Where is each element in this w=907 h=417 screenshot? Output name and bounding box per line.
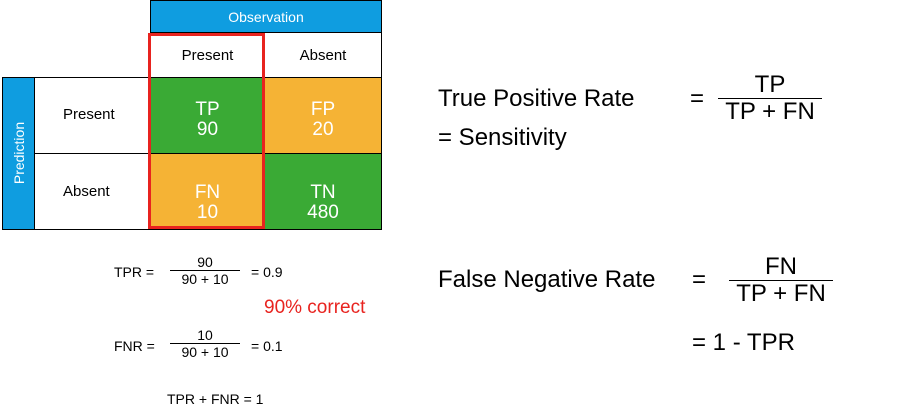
cell-fn: FN 10	[150, 153, 265, 230]
present-column-highlight	[148, 33, 265, 229]
row-header-absent-label: Absent	[63, 183, 110, 200]
tpr-calc-fraction-bar	[170, 270, 240, 271]
cell-fp: FP 20	[264, 77, 382, 154]
tpr-calc-numerator: 90	[197, 254, 213, 270]
tpr-calc-denominator: 90 + 10	[181, 271, 229, 287]
fnr-calc-fraction: 10 90 + 10	[170, 327, 240, 360]
fnr-alternative: = 1 - TPR	[692, 329, 795, 356]
tp-label: TP	[195, 98, 220, 120]
fp-value: 20	[312, 118, 334, 140]
tpr-formula-denominator: TP + FN	[725, 98, 815, 125]
fp-label: FP	[310, 98, 336, 120]
fn-label: FN	[194, 181, 221, 203]
fnr-formula-denominator: TP + FN	[736, 280, 826, 307]
fnr-calc-result: = 0.1	[251, 338, 283, 354]
fnr-calc-numerator: 10	[197, 327, 213, 343]
prediction-header: Prediction	[2, 77, 35, 230]
cell-tn: TN 480	[264, 153, 382, 230]
fnr-equals: =	[692, 266, 707, 293]
tpr-formula-numerator: TP	[754, 71, 786, 98]
tpr-equals: =	[690, 85, 705, 112]
tpr-formula: TP TP + FN	[718, 72, 822, 125]
tp-value: 90	[196, 118, 219, 140]
fnr-formula: FN TP + FN	[729, 254, 833, 307]
column-header-absent: Absent	[264, 32, 382, 78]
correct-note: 90% correct	[264, 297, 366, 318]
prediction-header-label: Prediction	[11, 121, 27, 185]
fnr-name: False Negative Rate	[438, 266, 656, 293]
fnr-calc-fraction-bar	[170, 343, 240, 344]
tpr-calc-label: TPR =	[114, 264, 155, 280]
fn-value: 10	[196, 201, 219, 223]
row-header-absent: Absent	[34, 153, 151, 230]
tpr-alias: = Sensitivity	[438, 124, 567, 151]
row-header-present-label: Present	[63, 106, 115, 123]
rate-sum: TPR + FNR = 1	[167, 391, 264, 407]
tpr-calc-result: = 0.9	[251, 264, 283, 280]
tpr-name: True Positive Rate	[438, 85, 635, 112]
tn-label: TN	[310, 181, 336, 203]
fnr-calc-denominator: 90 + 10	[181, 344, 229, 360]
fnr-formula-bar	[729, 280, 833, 281]
row-header-present: Present	[34, 77, 151, 154]
fnr-calc-label: FNR =	[114, 338, 155, 354]
tn-value: 480	[307, 201, 339, 223]
observation-header: Observation	[150, 0, 382, 33]
tpr-calc-fraction: 90 90 + 10	[170, 254, 240, 287]
tpr-formula-bar	[718, 98, 822, 99]
fnr-formula-numerator: FN	[765, 253, 797, 280]
